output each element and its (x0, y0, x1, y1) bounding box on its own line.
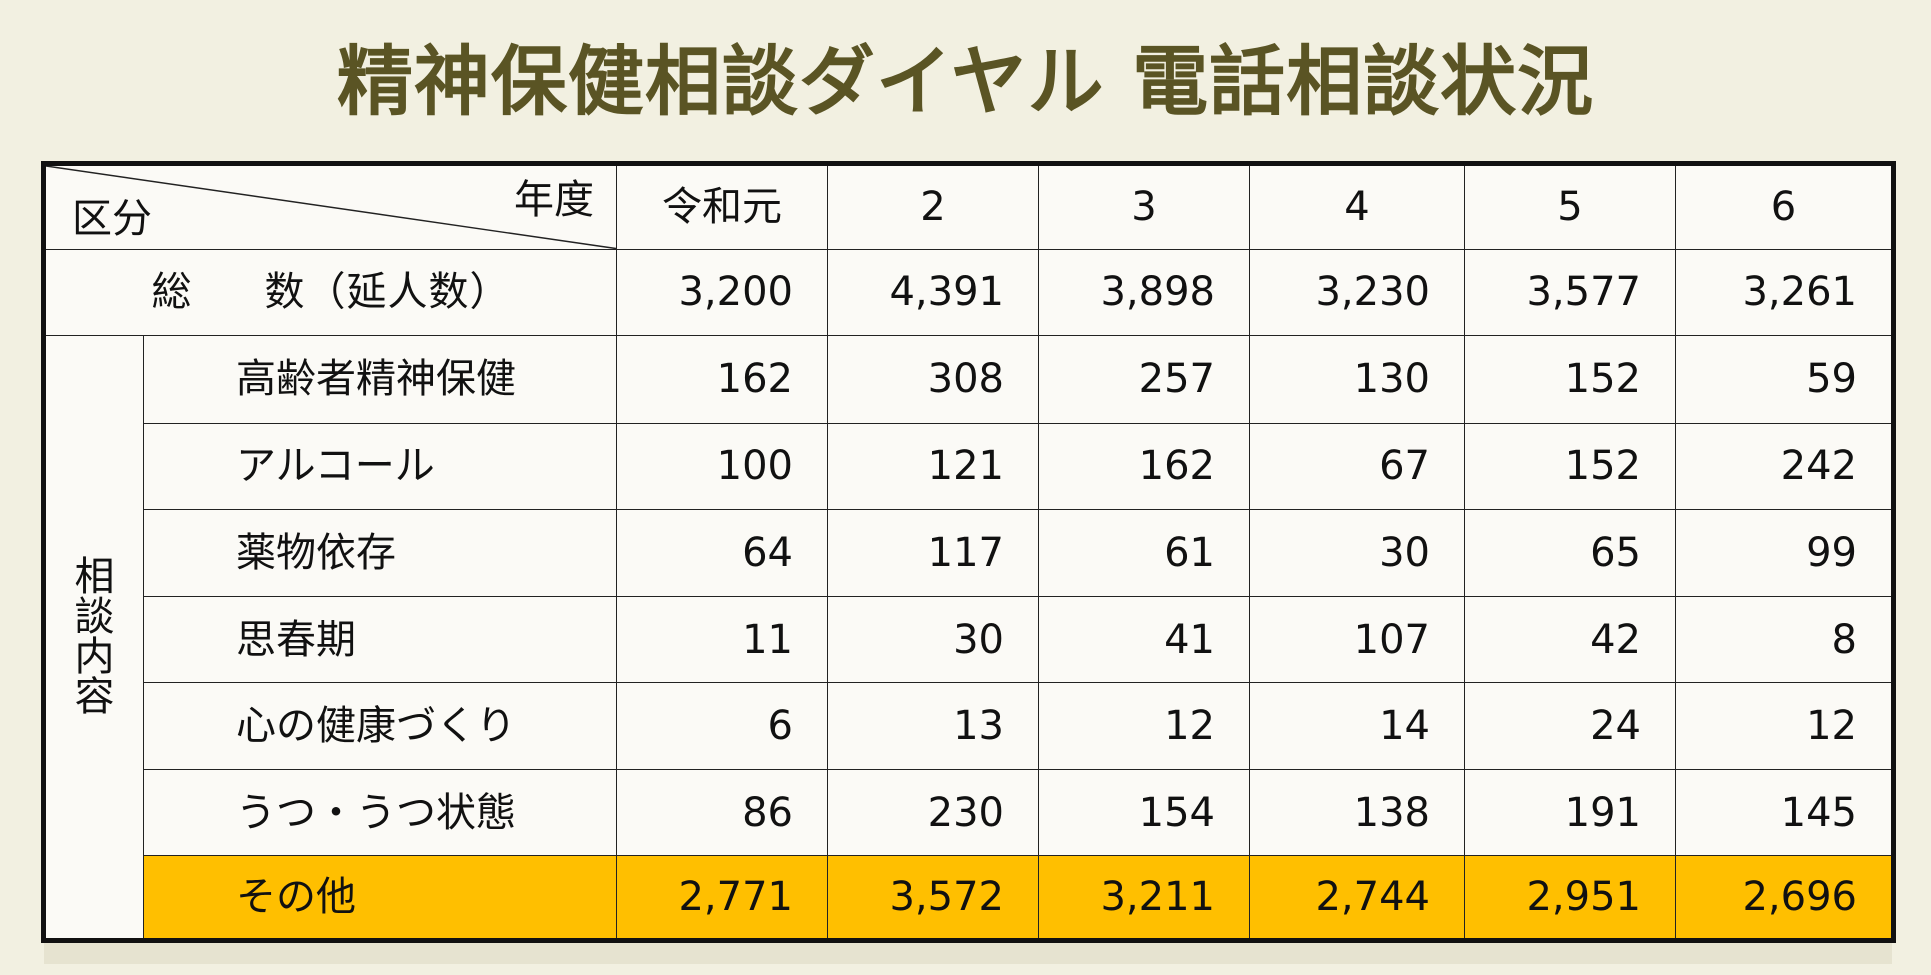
value-cell: 121 (827, 422, 1039, 511)
total-label-left: 総 (151, 269, 193, 316)
value-cell: 6 (616, 682, 828, 770)
value-cell: 152 (1464, 422, 1676, 511)
category-header-label: 区分 (72, 195, 152, 242)
value-cell: 59 (1675, 335, 1894, 424)
year-header-cell: 6 (1675, 163, 1894, 250)
table-row: 相談内容 高齢者精神保健 162 308 257 130 152 59 (43, 335, 1894, 941)
value-cell: 8 (1675, 595, 1894, 684)
corner-header-cell: 年度 区分 (43, 163, 617, 250)
value-cell: 100 (616, 422, 828, 511)
value-cell: 257 (1038, 335, 1250, 424)
table-row: うつ・うつ状態 86 230 154 138 191 145 (44, 768, 1894, 857)
category-label: 高齢者精神保健 (143, 335, 617, 424)
value-cell: 2,696 (1675, 855, 1894, 941)
highlighted-table-row: その他 2,771 3,572 3,211 2,744 2,951 2,696 (44, 855, 1894, 941)
value-cell: 61 (1038, 509, 1250, 597)
value-cell: 30 (1249, 509, 1465, 597)
value-cell: 3,211 (1038, 855, 1250, 941)
category-label: うつ・うつ状態 (143, 768, 617, 857)
total-value-cell: 3,577 (1464, 248, 1676, 337)
value-cell: 152 (1464, 335, 1676, 424)
year-header-cell: 令和元 (616, 163, 828, 250)
value-cell: 11 (616, 595, 828, 684)
total-row: 総 数（延人数） 3,200 4,391 3,898 3,230 3,577 3,… (43, 248, 1894, 337)
value-cell: 41 (1038, 595, 1250, 684)
value-cell: 138 (1249, 768, 1465, 857)
total-row-label: 総 数（延人数） (43, 248, 617, 337)
year-header-cell: 2 (827, 163, 1039, 250)
value-cell: 12 (1675, 682, 1894, 770)
value-cell: 64 (616, 509, 828, 597)
value-cell: 2,771 (616, 855, 828, 941)
value-cell: 12 (1038, 682, 1250, 770)
value-cell: 242 (1675, 422, 1894, 511)
value-cell: 107 (1249, 595, 1465, 684)
table-row: アルコール 100 121 162 67 152 242 (44, 422, 1894, 511)
year-header-cell: 4 (1249, 163, 1465, 250)
value-cell: 24 (1464, 682, 1676, 770)
table-row: 心の健康づくり 6 13 12 14 24 12 (44, 682, 1894, 770)
value-cell: 3,572 (827, 855, 1039, 941)
value-cell: 65 (1464, 509, 1676, 597)
category-label: 思春期 (143, 595, 617, 684)
consultation-table: 年度 区分 令和元 2 3 4 5 6 総 数（延人数） 3,200 4,391 … (41, 161, 1896, 943)
corner-diagonal-line (46, 166, 616, 249)
table-row: 薬物依存 64 117 61 30 65 99 (44, 509, 1894, 597)
value-cell: 162 (1038, 422, 1250, 511)
value-cell: 99 (1675, 509, 1894, 597)
value-cell: 145 (1675, 768, 1894, 857)
total-value-cell: 3,230 (1249, 248, 1465, 337)
category-label: その他 (143, 855, 617, 941)
value-cell: 2,951 (1464, 855, 1676, 941)
consultation-content-group-label: 相談内容 (43, 335, 144, 941)
total-label-right: 数（延人数） (264, 269, 511, 316)
value-cell: 13 (827, 682, 1039, 770)
value-cell: 230 (827, 768, 1039, 857)
page-title: 精神保健相談ダイヤル 電話相談状況 (336, 37, 1595, 126)
year-header-cell: 3 (1038, 163, 1250, 250)
total-value-cell: 3,200 (616, 248, 828, 337)
group-label-char: 内 (74, 634, 115, 681)
value-cell: 67 (1249, 422, 1465, 511)
total-value-cell: 3,898 (1038, 248, 1250, 337)
value-cell: 154 (1038, 768, 1250, 857)
value-cell: 308 (827, 335, 1039, 424)
value-cell: 14 (1249, 682, 1465, 770)
total-value-cell: 4,391 (827, 248, 1039, 337)
value-cell: 30 (827, 595, 1039, 684)
value-cell: 162 (616, 335, 828, 424)
value-cell: 117 (827, 509, 1039, 597)
value-cell: 42 (1464, 595, 1676, 684)
group-label-char: 談 (74, 594, 115, 641)
value-cell: 191 (1464, 768, 1676, 857)
category-label: アルコール (143, 422, 617, 511)
group-label-char: 相 (74, 554, 115, 601)
year-header-cell: 5 (1464, 163, 1676, 250)
category-label: 薬物依存 (143, 509, 617, 597)
group-label-char: 容 (74, 674, 115, 721)
header-row: 年度 区分 令和元 2 3 4 5 6 (43, 163, 1894, 250)
total-value-cell: 3,261 (1675, 248, 1894, 337)
table-row: 思春期 11 30 41 107 42 8 (44, 595, 1894, 684)
value-cell: 130 (1249, 335, 1465, 424)
year-header-label: 年度 (514, 177, 594, 223)
category-label: 心の健康づくり (143, 682, 617, 770)
value-cell: 2,744 (1249, 855, 1465, 941)
value-cell: 86 (616, 768, 828, 857)
